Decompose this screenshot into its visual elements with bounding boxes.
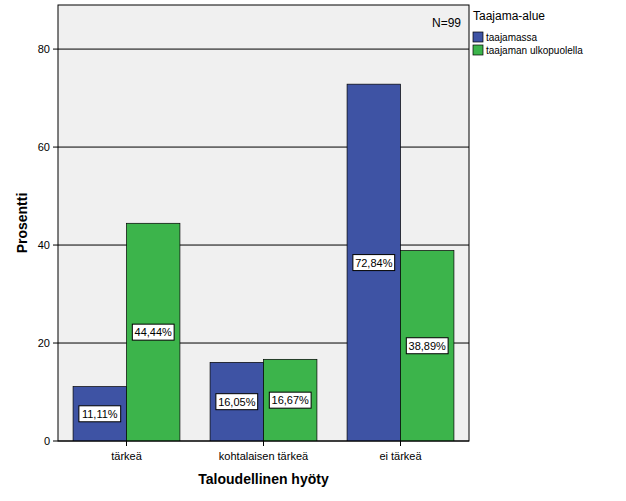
y-axis-label: Prosentti — [14, 193, 30, 254]
y-tick — [53, 49, 58, 50]
y-tick — [53, 147, 58, 148]
legend-title: Taajama-alue — [473, 9, 545, 23]
data-label: 44,44% — [135, 326, 173, 338]
chart: 0 20 40 60 80 11,11% 16,05% 72,84% 44,44% 16,67% 3… — [0, 0, 626, 501]
legend-label: taajamassa — [486, 32, 538, 43]
data-label: 38,89% — [409, 340, 447, 352]
data-label: 16,67% — [272, 394, 310, 406]
bar — [73, 387, 126, 441]
legend-swatch — [473, 32, 483, 42]
grid-line — [58, 147, 469, 148]
y-tick-label: 20 — [38, 337, 50, 349]
y-tick-label: 0 — [44, 435, 50, 447]
legend: Taajama-alue taajamassa taajaman ulkopuole… — [473, 9, 583, 56]
legend-label: taajaman ulkopuolella — [486, 45, 583, 56]
x-tick — [263, 441, 264, 446]
grid-line — [58, 49, 469, 50]
bar — [210, 362, 263, 441]
data-label-box — [216, 394, 258, 410]
plot-background — [58, 5, 469, 441]
x-tick-label: kohtalaisen tärkeä — [219, 450, 309, 462]
bar — [264, 359, 317, 441]
bar — [401, 250, 454, 441]
y-tick — [53, 245, 58, 246]
y-tick-label: 60 — [38, 141, 50, 153]
x-axis-label: Taloudellinen hyöty — [198, 471, 329, 487]
legend-swatch — [473, 45, 483, 55]
x-tick — [126, 441, 127, 446]
data-label-box — [406, 338, 448, 354]
bar — [347, 84, 400, 441]
annotation: N=99 — [432, 16, 461, 30]
data-label-box — [269, 392, 311, 408]
grid-line — [58, 245, 469, 246]
plot-frame — [58, 5, 469, 441]
bar — [127, 223, 180, 441]
data-labels: 11,11% 16,05% 72,84% 44,44% 16,67% 38,89% — [79, 255, 448, 422]
bars — [73, 84, 454, 441]
y-tick-label: 80 — [38, 43, 50, 55]
data-label-box — [353, 255, 395, 271]
data-label: 72,84% — [355, 257, 393, 269]
x-tick-label: ei tärkeä — [379, 450, 422, 462]
y-tick-label: 40 — [38, 239, 50, 251]
data-label: 11,11% — [82, 408, 118, 420]
x-tick-label: tärkeä — [111, 450, 142, 462]
y-tick — [53, 441, 58, 442]
x-tick — [400, 441, 401, 446]
data-label-box — [79, 406, 121, 422]
data-label: 16,05% — [218, 396, 256, 408]
data-label-box — [132, 324, 174, 340]
y-tick — [53, 343, 58, 344]
